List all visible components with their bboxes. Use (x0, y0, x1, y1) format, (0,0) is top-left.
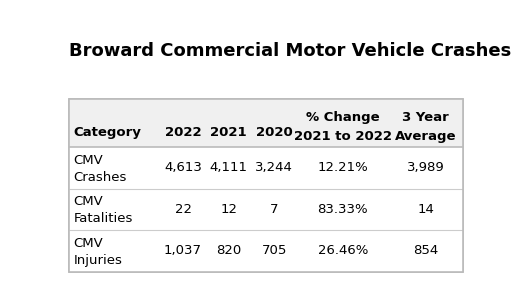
Text: 26.46%: 26.46% (318, 245, 368, 257)
Text: % Change: % Change (306, 111, 379, 124)
Text: 7: 7 (270, 203, 279, 216)
Text: 3 Year: 3 Year (402, 111, 449, 124)
Text: CMV: CMV (74, 237, 103, 250)
Text: 2020: 2020 (256, 126, 293, 139)
Text: 820: 820 (216, 245, 241, 257)
Text: 854: 854 (413, 245, 439, 257)
Text: 12: 12 (220, 203, 237, 216)
Text: 705: 705 (262, 245, 287, 257)
Text: Broward Commercial Motor Vehicle Crashes: Broward Commercial Motor Vehicle Crashes (69, 42, 511, 60)
Text: 1,037: 1,037 (164, 245, 202, 257)
Text: 12.21%: 12.21% (318, 161, 368, 174)
Text: CMV: CMV (74, 154, 103, 167)
Text: 4,111: 4,111 (210, 161, 248, 174)
Text: 83.33%: 83.33% (318, 203, 368, 216)
Text: 3,244: 3,244 (255, 161, 293, 174)
Text: 22: 22 (174, 203, 192, 216)
Text: 2021 to 2022: 2021 to 2022 (294, 130, 392, 143)
Text: Crashes: Crashes (74, 171, 127, 184)
Text: CMV: CMV (74, 196, 103, 209)
Text: 4,613: 4,613 (164, 161, 202, 174)
Text: Fatalities: Fatalities (74, 212, 133, 225)
Text: Category: Category (74, 126, 142, 139)
Text: 3,989: 3,989 (407, 161, 445, 174)
Text: Average: Average (395, 130, 457, 143)
Text: 2021: 2021 (210, 126, 247, 139)
Text: 2022: 2022 (165, 126, 201, 139)
Text: 14: 14 (417, 203, 434, 216)
Text: Injuries: Injuries (74, 253, 122, 267)
